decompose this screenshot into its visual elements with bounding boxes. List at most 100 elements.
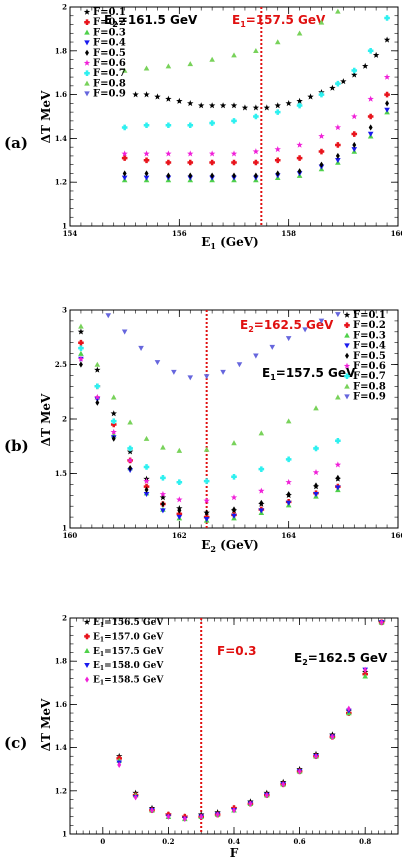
data-point <box>138 345 144 351</box>
y-tick-label: 1.4 <box>55 134 67 143</box>
legend-entry: F=0.6 <box>353 361 386 372</box>
data-point <box>187 150 194 157</box>
legend-entry: F=0.5 <box>93 48 126 59</box>
data-point <box>296 141 303 148</box>
data-point <box>143 483 150 490</box>
legend-marker <box>343 311 351 318</box>
data-point <box>143 65 150 71</box>
x-tick-label: 164 <box>281 531 296 540</box>
data-point <box>165 95 172 102</box>
x-tick-label: 160 <box>63 531 78 540</box>
data-point <box>275 170 280 177</box>
legend-marker <box>344 322 350 328</box>
legend-marker <box>83 618 91 625</box>
data-point <box>384 91 390 98</box>
data-point <box>199 813 204 820</box>
data-point <box>94 361 101 367</box>
data-point <box>127 419 133 425</box>
legend-label-rest: =158.0 GeV <box>104 661 164 671</box>
series-8 <box>105 312 341 381</box>
y-tick-label: 1.8 <box>55 46 67 55</box>
data-point <box>231 440 237 446</box>
x-axis-label-main: F <box>230 846 239 860</box>
data-point <box>209 120 215 126</box>
data-point <box>77 355 85 362</box>
legend-label-rest: =157.5 GeV <box>104 647 164 657</box>
data-point <box>121 150 128 157</box>
data-point <box>176 447 183 453</box>
data-point <box>187 375 194 381</box>
annotation-main: E <box>104 13 112 27</box>
data-point <box>188 172 193 179</box>
data-point <box>143 150 150 157</box>
data-point <box>318 148 325 155</box>
data-point <box>263 104 270 111</box>
series-7 <box>121 8 341 73</box>
y-tick-label: 1.6 <box>55 90 67 99</box>
y-tick-label: 1.4 <box>55 743 67 752</box>
data-point <box>144 170 149 177</box>
data-point <box>385 100 390 107</box>
data-point <box>258 508 265 514</box>
legend-entry: E1=156.5 GeV <box>93 618 164 629</box>
data-point <box>313 445 319 452</box>
legend-marker <box>84 91 90 97</box>
data-point <box>110 410 117 417</box>
data-point <box>384 107 390 113</box>
annotation-1: E1=157.5 GeV <box>262 366 356 382</box>
x-tick-label: 154 <box>63 229 78 238</box>
data-point <box>209 56 215 62</box>
data-point <box>160 444 166 450</box>
legend-entry: E1=158.5 GeV <box>93 676 164 687</box>
legend-entry: F=0.7 <box>93 68 126 79</box>
series-2 <box>121 109 390 183</box>
series-0 <box>132 36 391 111</box>
legend-label-rest: =158.5 GeV <box>104 676 164 686</box>
data-point <box>159 494 167 501</box>
legend-entry: F=0.4 <box>93 38 126 49</box>
panel-label: (c) <box>4 734 27 752</box>
data-point <box>335 80 341 87</box>
y-tick-label: 2.5 <box>55 360 67 369</box>
legend-marker <box>83 8 91 15</box>
data-point <box>335 312 341 318</box>
annotation-0: E2=161.5 GeV <box>104 13 198 29</box>
data-point <box>335 8 341 14</box>
data-point <box>210 172 215 179</box>
data-point <box>78 339 84 346</box>
legend-marker <box>84 662 90 668</box>
data-point <box>313 491 319 498</box>
annotation-sub: 1 <box>240 20 246 29</box>
data-point <box>182 815 187 822</box>
data-point <box>362 673 368 679</box>
data-point <box>121 124 128 131</box>
data-point <box>110 428 117 435</box>
legend-marker <box>84 80 90 86</box>
data-point <box>313 405 319 411</box>
x-axis-label: E1 (GeV) <box>201 235 258 251</box>
data-point <box>383 36 391 43</box>
data-point <box>346 705 351 712</box>
data-point <box>352 141 357 149</box>
chart-panel-c: 1 1.2 1.4 1.6 1.8 2 0 0.2 0.4 0.6 0.8 F ΔT MeV (c) F=0… <box>4 614 399 860</box>
data-point <box>314 482 318 489</box>
data-point <box>160 500 165 508</box>
data-point <box>351 147 358 153</box>
legend-marker <box>344 383 350 389</box>
data-point <box>176 514 183 520</box>
legend-entry: F=0.8 <box>353 381 386 392</box>
data-point <box>230 102 238 109</box>
legend-marker <box>344 343 350 349</box>
data-point <box>105 313 112 319</box>
data-point <box>314 753 318 760</box>
data-point <box>78 345 84 351</box>
data-point <box>110 421 117 428</box>
data-point <box>203 497 210 504</box>
data-point <box>335 152 340 159</box>
legend-entry: F=0.9 <box>93 89 126 100</box>
data-point <box>368 124 373 131</box>
data-point <box>165 159 172 166</box>
legend-label-sub: 1 <box>100 622 104 629</box>
